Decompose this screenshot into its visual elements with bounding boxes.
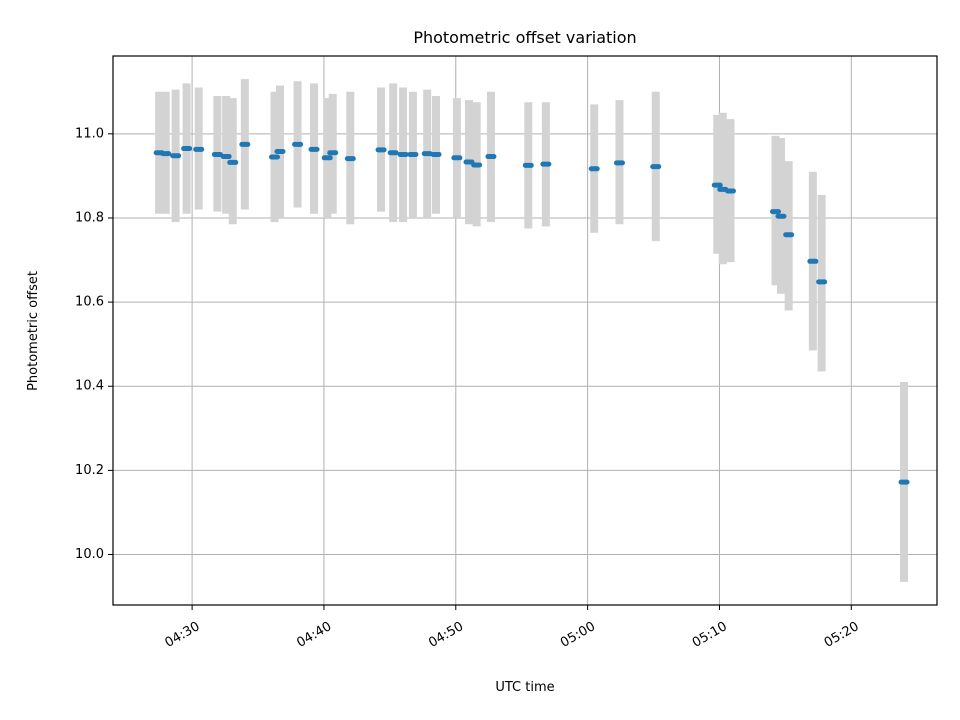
x-tick-label: 05:10 — [690, 619, 730, 651]
y-axis-ticks: 10.0 10.2 10.4 10.6 10.8 11.0 — [75, 126, 113, 562]
x-tick-label: 04:50 — [426, 619, 466, 651]
x-tick-label: 05:20 — [822, 619, 862, 651]
y-axis-label: Photometric offset — [26, 271, 41, 391]
y-tick-label: 11.0 — [75, 126, 104, 141]
x-axis-ticks: 04:30 04:40 04:50 05:00 05:10 05:20 — [163, 605, 862, 651]
y-tick-label: 10.6 — [75, 295, 104, 310]
x-tick-label: 05:00 — [558, 619, 598, 651]
y-tick-label: 10.4 — [75, 379, 104, 394]
y-tick-label: 10.0 — [75, 547, 104, 562]
chart-title: Photometric offset variation — [413, 28, 636, 47]
y-tick-label: 10.2 — [75, 463, 104, 478]
plot-frame — [112, 55, 938, 606]
y-tick-label: 10.8 — [75, 210, 104, 225]
x-tick-label: 04:30 — [163, 619, 203, 651]
x-tick-label: 04:40 — [294, 619, 334, 651]
x-axis-label: UTC time — [495, 680, 554, 695]
data-points — [153, 141, 910, 485]
